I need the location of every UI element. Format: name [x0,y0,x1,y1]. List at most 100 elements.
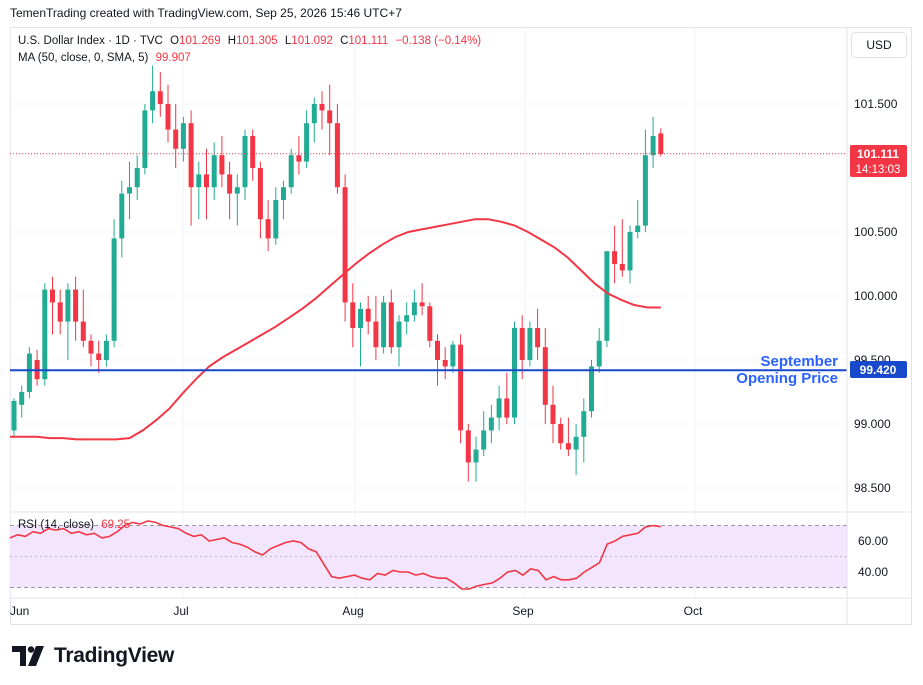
candle-body [134,168,140,188]
candle-body [504,398,510,418]
candle-body [419,302,425,307]
candle-body [26,353,32,392]
price-tick-label: 98.500 [854,481,891,495]
candle-body [65,289,71,322]
candle-body [512,328,517,418]
ohlc-legend: U.S. Dollar Index · 1D · TVC O101.269 H1… [18,35,481,47]
candle-body [57,302,63,322]
annotation-line-1: September [760,353,838,370]
candle-body [242,136,248,188]
candle-body [627,232,633,271]
candle-body [88,340,94,354]
ma-legend[interactable]: MA (50, close, 0, SMA, 5) 99.907 [18,52,191,64]
rsi-legend[interactable]: RSI (14, close) 69.25 [18,519,130,531]
time-tick-label: Jun [10,604,29,618]
high-value: H101.305 [227,35,278,47]
level-price-label: 99.420 [860,363,897,377]
candle-body [442,360,448,367]
candle-body [650,136,656,156]
candle-body [435,340,440,360]
price-tick-label: 100.500 [854,225,898,239]
candle-body [604,251,610,341]
time-axis: Jun Jul Aug Sep Oct [10,604,703,618]
symbol-label[interactable]: U.S. Dollar Index · 1D · TVC [18,35,163,47]
candle-body [519,328,525,360]
candle-body [204,174,209,188]
candle-body [350,302,356,328]
candle-body [565,443,571,450]
ma-value: 99.907 [155,52,191,64]
candle-body [427,306,433,341]
candle-body [527,328,533,360]
candle-body [488,417,494,431]
candle-body [19,392,25,405]
candle-body [173,129,179,149]
price-tick-label: 99.000 [854,417,891,431]
candle-body [496,398,502,418]
chart-credit: TemenTrading created with TradingView.co… [10,6,402,20]
tradingview-wordmark: TradingView [54,644,175,667]
rsi-band [10,525,847,588]
candle-body [334,123,340,188]
tradingview-logo[interactable]: TradingView [12,644,174,668]
candle-body [257,168,263,220]
candle-body [234,187,240,194]
candle-body [373,321,379,348]
low-value: L101.092 [284,35,333,47]
candle-body [127,187,132,194]
candle-body [642,155,648,226]
candle-body [142,110,148,168]
candle-body [358,308,363,328]
candle-body [473,449,479,463]
time-tick-label: Sep [512,604,534,618]
candle-body [635,225,641,232]
candle-body [96,353,102,360]
candle-body [319,104,325,111]
candle-body [596,340,602,367]
candle-body [535,328,541,348]
candle-body [150,91,156,111]
candle-body [404,315,410,322]
last-price-tag: 101.111 14:13:03 [850,145,907,177]
candle-body [481,430,487,450]
candle-body [265,219,271,239]
currency-button[interactable]: USD [851,32,907,58]
annotation-line-2: Opening Price [736,370,838,387]
candle-body [288,155,294,188]
candle-body [157,91,163,104]
tradingview-logo-icon [12,646,44,666]
candle-body [381,302,387,348]
moving-average-line [10,218,661,441]
candle-body [411,302,417,316]
candle-body [196,174,202,188]
level-annotation: September Opening Price [736,353,838,387]
candle-body [388,302,394,348]
candle-body [103,340,109,360]
rsi-tick-label: 60.00 [858,534,888,548]
candle-body [73,289,79,322]
candle-body [458,344,464,431]
candle-body [273,200,279,239]
last-price-label: 101.111 [857,147,899,161]
candle-body [80,321,86,341]
level-price-tag: 99.420 [850,361,907,378]
candle-body [219,155,225,175]
candle-body [165,104,171,130]
candle-body [365,308,371,322]
candle-body [211,155,217,188]
candle-body [550,404,556,424]
candle-body [558,424,564,444]
rsi-line [9,520,661,590]
candle-body [42,289,48,380]
candle-body [542,347,548,405]
candle-body [658,133,664,154]
candle-body [589,366,594,412]
candle-body [180,123,186,149]
candle-body [327,110,333,124]
candle-body [119,193,125,239]
candle-body [612,251,618,264]
time-tick-label: Oct [684,604,703,618]
price-tick-label: 101.500 [854,97,898,111]
